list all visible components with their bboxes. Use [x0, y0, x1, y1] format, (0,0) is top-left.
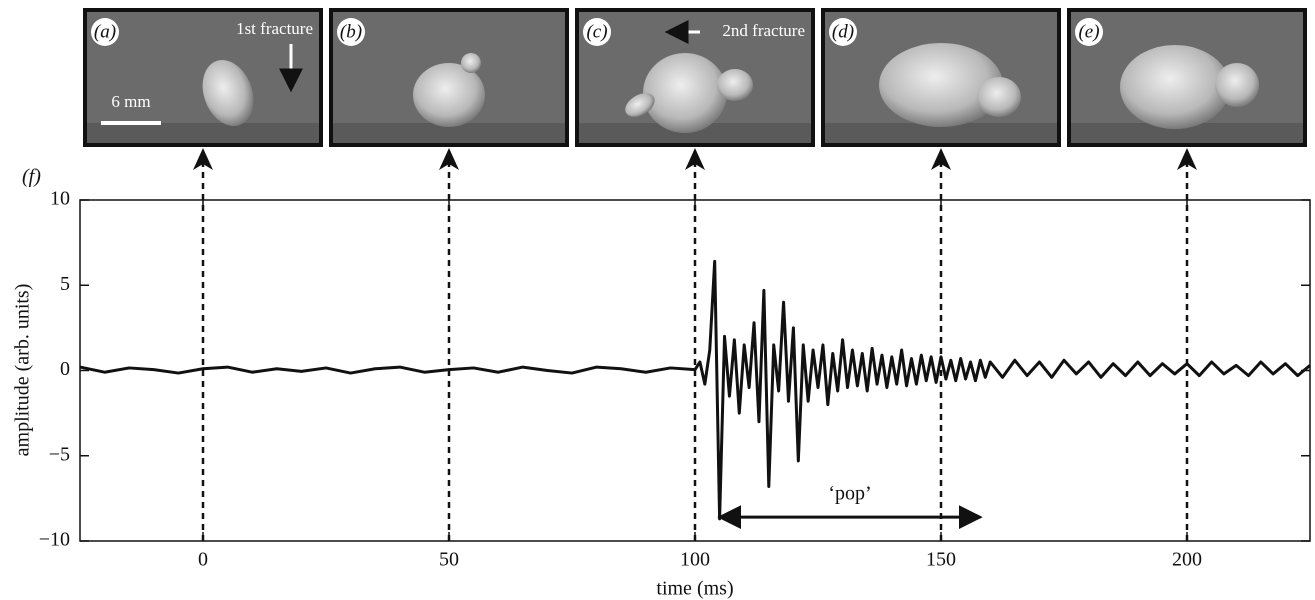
popcorn — [202, 60, 254, 126]
frame-label: (a) — [94, 21, 116, 42]
x-tick-label: 0 — [198, 549, 208, 571]
label-badge — [1075, 18, 1103, 46]
photo-floor — [87, 123, 319, 143]
frame-marker-arrow — [439, 148, 459, 170]
popcorn — [1215, 63, 1259, 107]
frame-marker-arrow — [931, 148, 951, 170]
y-tick-label: 10 — [50, 188, 70, 210]
popcorn — [1120, 45, 1230, 129]
frame-marker-arrow — [685, 148, 705, 170]
frame-label: (c) — [586, 21, 607, 42]
photo-frame: (a) 1st fracture 6 mm — [83, 8, 323, 147]
y-tick-label: 0 — [60, 358, 70, 380]
photo-frame: (e) — [1067, 8, 1307, 147]
frame-marker-arrow — [1177, 148, 1197, 170]
panel-label: (f) — [22, 166, 41, 188]
label-badge — [829, 18, 857, 46]
popcorn — [879, 43, 1003, 127]
photo-frame: (b) — [329, 8, 569, 147]
y-tick-label: −10 — [39, 529, 70, 551]
x-tick-label: 150 — [926, 549, 956, 571]
photo-floor — [825, 123, 1057, 143]
photo-frame: (c) 2nd fracture — [575, 8, 815, 147]
y-tick-label: 5 — [60, 273, 70, 295]
label-badge — [91, 18, 119, 46]
photo-floor — [333, 123, 565, 143]
scale-bar-label: 6 mm — [111, 92, 150, 111]
x-tick-label: 100 — [680, 549, 710, 571]
x-tick-label: 50 — [439, 549, 459, 571]
x-tick-label: 200 — [1172, 549, 1202, 571]
photo-floor — [1071, 123, 1303, 143]
label-badge — [337, 18, 365, 46]
annotation-label: ‘pop’ — [828, 483, 871, 505]
y-axis-label: amplitude (arb. units) — [12, 284, 34, 457]
photo-frame: (d) — [821, 8, 1061, 147]
frame-label: (e) — [1078, 21, 1099, 42]
popcorn — [461, 53, 481, 73]
frame-label: (b) — [340, 21, 362, 42]
frame-marker-arrow — [193, 148, 213, 170]
photo-floor — [579, 123, 811, 143]
label-badge — [583, 18, 611, 46]
popcorn — [717, 69, 753, 101]
popcorn — [625, 93, 655, 117]
y-tick-label: −5 — [49, 443, 70, 465]
annotation: 1st fracture — [236, 19, 313, 38]
signal-line — [79, 259, 1311, 521]
popcorn — [413, 63, 485, 127]
popcorn — [977, 77, 1021, 117]
popcorn — [643, 53, 727, 133]
x-axis-label: time (ms) — [656, 578, 733, 600]
frame-label: (d) — [832, 21, 854, 42]
annotation: 2nd fracture — [722, 21, 805, 40]
